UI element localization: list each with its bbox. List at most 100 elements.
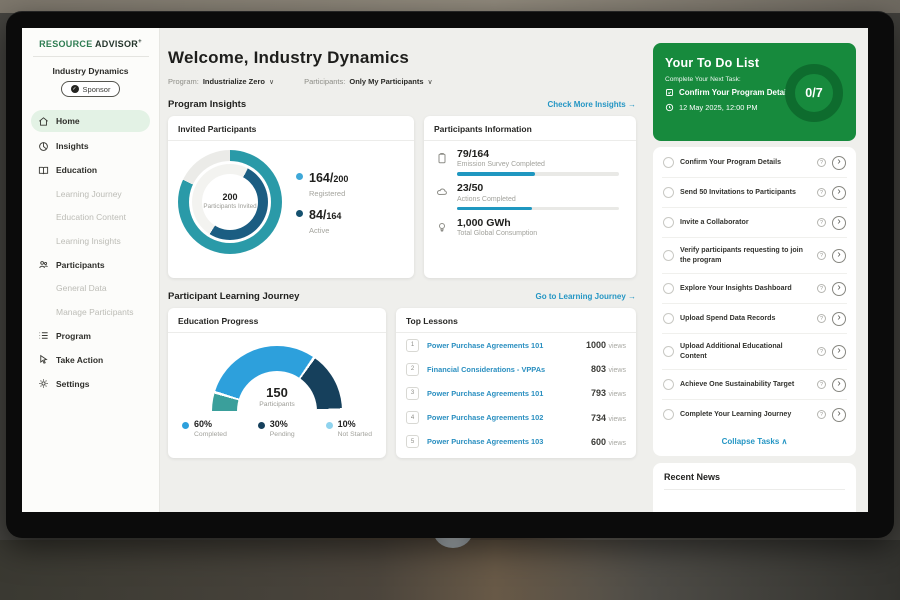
- sidebar-item-education[interactable]: Education: [22, 158, 159, 182]
- education-legend-item-1: 30% Pending: [257, 419, 295, 438]
- help-icon[interactable]: ?: [817, 158, 826, 168]
- todo-checkbox[interactable]: [663, 313, 674, 325]
- lesson-link[interactable]: Power Purchase Agreements 102: [427, 413, 544, 423]
- help-icon[interactable]: ?: [817, 284, 826, 294]
- sidebar-item-manage-participants[interactable]: Manage Participants: [56, 306, 134, 317]
- participants-dropdown[interactable]: Participants: Only My Participants ∨: [304, 77, 433, 86]
- lesson-rank: 2: [406, 362, 419, 376]
- help-icon[interactable]: ?: [817, 347, 826, 357]
- sidebar-item-learning-insights[interactable]: Learning Insights: [56, 235, 121, 246]
- chevron-right-icon[interactable]: ›: [832, 155, 846, 170]
- sidebar-item-participants[interactable]: Participants: [22, 253, 159, 277]
- invited-legend: 164/200 Registered 84/164 Active: [296, 161, 348, 243]
- background-top-strip: [0, 0, 900, 13]
- todo-checkbox[interactable]: [663, 379, 674, 390]
- todo-next-task: Confirm Your Program Details: [665, 88, 844, 97]
- education-legend-item-2: 10% Not Started: [325, 419, 372, 438]
- sidebar-item-education-content[interactable]: Education Content: [56, 212, 126, 223]
- lesson-rank: 3: [406, 386, 419, 400]
- sidebar-item-general-data[interactable]: General Data: [56, 283, 107, 294]
- info-value: 1,000 GWh: [457, 216, 511, 229]
- settings-icon: [38, 378, 49, 389]
- todo-checkbox[interactable]: [663, 409, 674, 420]
- go-to-learning-journey-link[interactable]: Go to Learning Journey →: [535, 292, 636, 301]
- invited-donut-chart: 200 Participants Invited: [178, 150, 282, 254]
- sidebar-item-label: Education: [56, 165, 98, 175]
- sidebar-divider: [32, 56, 149, 57]
- insights-icon: [38, 141, 49, 152]
- sponsor-badge[interactable]: ✓ Sponsor: [60, 81, 121, 97]
- chevron-right-icon[interactable]: ›: [832, 407, 846, 422]
- progress-bar: [457, 206, 619, 211]
- help-icon[interactable]: ?: [817, 251, 826, 261]
- logo-plus: +: [138, 39, 142, 45]
- sidebar-item-take-action[interactable]: Take Action: [22, 348, 159, 372]
- chevron-right-icon[interactable]: ›: [832, 215, 846, 230]
- sidebar-item-insights[interactable]: Insights: [22, 134, 159, 158]
- todo-checkbox[interactable]: [663, 250, 674, 262]
- lesson-row: 5 Power Purchase Agreements 103 600 views: [396, 430, 636, 454]
- recent-news-card: Recent News: [653, 463, 856, 512]
- active-dot-icon: [296, 210, 303, 217]
- chevron-right-icon[interactable]: ›: [832, 344, 846, 359]
- chevron-right-icon[interactable]: ›: [832, 281, 846, 296]
- chevron-right-icon[interactable]: ›: [832, 311, 846, 326]
- info-row-1: 23/50 Actions Completed: [424, 176, 636, 211]
- learning-journey-title: Participant Learning Journey: [168, 291, 300, 302]
- sidebar-item-settings[interactable]: Settings: [22, 372, 159, 396]
- lesson-link[interactable]: Power Purchase Agreements 101: [427, 388, 544, 398]
- program-dropdown[interactable]: Program: Industrialize Zero ∨: [168, 77, 274, 86]
- todo-summary-card: Your To Do List Complete Your Next Task:…: [653, 43, 856, 142]
- education-legend: 60% Completed 30% Pending 10% Not Started: [168, 419, 386, 438]
- sidebar-item-home[interactable]: Home: [31, 110, 150, 132]
- lesson-views: 734 views: [590, 412, 626, 423]
- check-more-insights-link[interactable]: Check More Insights →: [547, 100, 636, 109]
- todo-item-label: Explore Your Insights Dashboard: [680, 283, 792, 292]
- help-icon[interactable]: ?: [817, 380, 826, 389]
- sidebar-item-program[interactable]: Program: [22, 324, 159, 348]
- lesson-link[interactable]: Power Purchase Agreements 103: [427, 437, 544, 447]
- sidebar: RESOURCE ADVISOR+ Industry Dynamics ✓ Sp…: [22, 28, 160, 512]
- learning-cards-row: Education Progress 150 Participants 60% C…: [168, 308, 636, 458]
- help-icon[interactable]: ?: [817, 410, 826, 419]
- survey-icon: [436, 152, 448, 164]
- todo-item: Invite a Collaborator? ›: [662, 208, 847, 239]
- help-icon[interactable]: ?: [817, 218, 826, 228]
- lesson-link[interactable]: Power Purchase Agreements 101: [427, 340, 544, 350]
- chevron-right-icon[interactable]: ›: [832, 248, 846, 263]
- todo-item: Send 50 Invitations to Participants? ›: [662, 178, 847, 209]
- top-lessons-title: Top Lessons: [396, 308, 636, 333]
- todo-checkbox[interactable]: [663, 283, 674, 295]
- education-icon: [38, 165, 49, 176]
- learning-journey-header: Participant Learning Journey Go to Learn…: [168, 291, 636, 302]
- participants-icon: [38, 259, 49, 270]
- todo-item: Explore Your Insights Dashboard? ›: [662, 274, 847, 305]
- sidebar-item-label: Home: [56, 116, 80, 126]
- todo-checkbox[interactable]: [663, 346, 674, 358]
- recent-news-title: Recent News: [664, 472, 845, 490]
- info-row-0: 79/164 Emission Survey Completed: [424, 141, 636, 176]
- lesson-link[interactable]: Financial Considerations - VPPAs: [427, 364, 546, 374]
- todo-item-label: Complete Your Learning Journey: [680, 409, 792, 418]
- help-icon[interactable]: ?: [817, 314, 826, 324]
- invited-participants-title: Invited Participants: [168, 116, 414, 141]
- help-icon[interactable]: ?: [817, 188, 826, 198]
- chevron-right-icon[interactable]: ›: [832, 185, 846, 200]
- todo-checkbox[interactable]: [663, 217, 674, 229]
- todo-checkbox[interactable]: [663, 187, 674, 199]
- home-icon: [38, 116, 49, 127]
- todo-title: Your To Do List: [665, 56, 760, 70]
- lesson-row: 1 Power Purchase Agreements 101 1000 views: [396, 333, 636, 357]
- org-name: Industry Dynamics: [52, 66, 129, 76]
- main-content: Welcome, Industry Dynamics Program: Indu…: [160, 28, 646, 512]
- chevron-right-icon[interactable]: ›: [832, 377, 846, 392]
- sidebar-item-learning-journey[interactable]: Learning Journey: [56, 188, 122, 199]
- todo-subtitle: Complete Your Next Task:: [665, 76, 741, 83]
- collapse-tasks-link[interactable]: Collapse Tasks ∧: [721, 437, 788, 446]
- gauge-center-label: Participants: [259, 401, 295, 408]
- filter-bar: Program: Industrialize Zero ∨ Participan…: [168, 77, 636, 86]
- legend-active: 84/164 Active: [296, 206, 348, 235]
- todo-checkbox[interactable]: [663, 157, 674, 169]
- todo-item-label: Invite a Collaborator: [680, 217, 749, 226]
